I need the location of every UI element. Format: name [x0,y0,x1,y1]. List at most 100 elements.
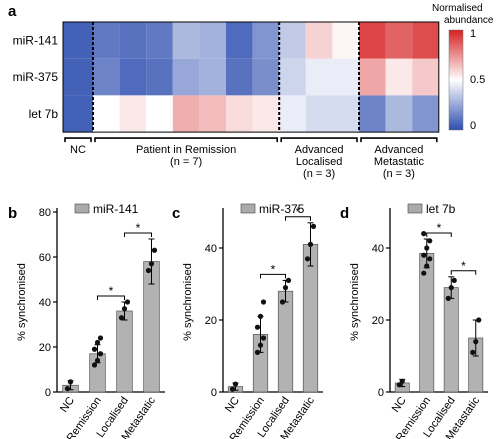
heatmap-cell [305,95,333,133]
data-point [94,339,101,346]
data-point [304,256,311,262]
group-label: Advanced [295,144,344,156]
bar [443,287,459,393]
data-point [424,245,430,251]
heatmap-cell [412,95,439,133]
x-tick-label: NC [223,395,242,415]
heatmap-cell [93,58,120,96]
heatmap-cell [332,22,359,59]
heatmap-cell [252,58,280,96]
y-tick-label: 60 [39,252,51,264]
data-point [260,299,267,305]
significance-bracket [97,295,125,300]
bar [302,244,319,393]
data-point [396,382,402,388]
heatmap-cell [305,22,333,59]
data-point [451,277,457,283]
data-point [445,295,451,301]
data-point [399,378,405,384]
y-tick-label: 0 [211,387,217,399]
data-point [307,241,314,247]
heatmap-cell [226,95,253,133]
heatmap-cell [332,95,359,133]
heatmap-cell [359,58,386,96]
heatmap-cell [199,58,226,96]
legend-swatch [74,203,90,214]
y-tick-label: 20 [39,342,51,354]
bar [116,310,133,393]
data-point [64,386,71,392]
heatmap-cell [305,58,333,96]
data-point [229,386,236,392]
heatmap-cell [146,95,173,133]
heatmap-row-label: miR-375 [13,70,59,84]
panel-label-d: d [340,205,349,222]
heatmap-cell [172,58,200,96]
heatmap-cell [172,95,200,133]
heatmap-cell [252,95,280,133]
y-tick-label: 40 [205,243,217,255]
data-point [282,285,289,291]
data-point [151,247,158,253]
heatmap-cell [385,22,413,59]
heatmap-cell [199,22,226,59]
panel-label-b: b [8,205,17,222]
heatmap-cell [385,95,413,133]
panel-label-c: c [172,205,180,222]
group-n: (n = 3) [303,168,335,180]
data-point [254,349,261,355]
heatmap-row-label: miR-141 [13,33,59,47]
colorbar-tick-label: 0.5 [470,74,485,86]
heatmap-cell [63,58,93,96]
significance-star: * [136,221,141,235]
x-tick-label: NC [390,395,409,415]
heatmap-cell [226,58,253,96]
significance-star: * [461,259,466,273]
data-point [427,256,433,262]
heatmap: miR-141 miR-375 let 7b NC Patient in Remissi… [13,21,440,180]
heatmap-cell [172,22,200,59]
heatmap-cell [279,22,306,59]
data-point [473,339,479,345]
data-point [260,335,267,341]
panel-label-a: a [8,3,17,20]
heatmap-cell [279,58,306,96]
group-label: Localised [296,156,342,168]
colorbar-title: abundance [444,15,494,26]
colorbar-tick-label: 0 [470,120,476,132]
group-bracket [280,137,358,143]
y-tick-label: 0 [378,387,384,399]
data-point [67,379,74,385]
heatmap-cell [279,95,306,133]
heatmap-cell [63,22,93,59]
significance-star: * [437,221,442,235]
group-bracket [360,137,438,143]
y-axis-label: % synchronised [182,263,194,341]
heatmap-cell [226,22,253,59]
data-point [476,317,482,323]
legend-label: miR-141 [93,202,139,216]
group-label: Patient in Remission [136,144,236,156]
colorbar-gradient [448,29,464,131]
colorbar-tick-label: 1 [470,28,476,40]
heatmap-cell [93,22,120,59]
data-point [257,342,264,348]
y-axis-label: % synchronised [349,263,361,341]
heatmap-cell [412,58,439,96]
heatmap-cell [93,95,120,133]
data-point [285,277,292,283]
data-point [97,335,104,341]
group-bracket [64,137,92,143]
heatmap-cell [359,22,386,59]
data-point [124,299,131,305]
legend-swatch [240,203,256,214]
heatmap-row-label: let 7b [29,107,59,121]
data-point [448,285,454,291]
data-point [148,261,155,267]
heatmap-border [62,21,440,133]
y-tick-label: 0 [45,387,51,399]
